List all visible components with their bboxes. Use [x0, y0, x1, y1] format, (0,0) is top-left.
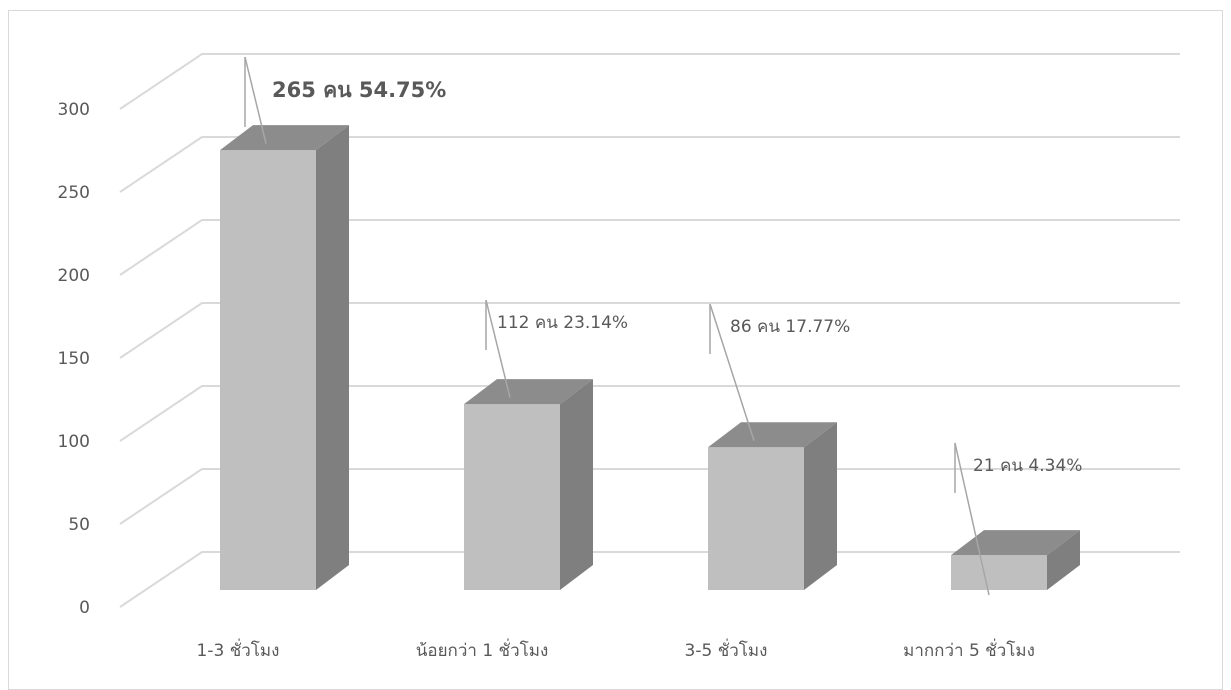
bar-side — [804, 422, 837, 590]
y-tick-label: 150 — [58, 349, 90, 369]
data-label: 86 คน 17.77% — [730, 317, 850, 337]
bar — [708, 422, 837, 590]
gridline — [119, 468, 1180, 525]
bar-top — [220, 125, 349, 151]
category-label: น้อยกว่า 1 ชั่วโมง — [416, 638, 549, 661]
y-tick-label: 0 — [79, 598, 90, 618]
data-label: 112 คน 23.14% — [497, 313, 628, 333]
bar — [464, 379, 593, 590]
category-label: มากกว่า 5 ชั่วโมง — [903, 638, 1035, 661]
bar-front — [708, 447, 804, 590]
gridline — [119, 219, 1180, 276]
category-label: 3-5 ชั่วโมง — [685, 638, 768, 661]
y-tick-label: 200 — [58, 266, 90, 286]
gridline — [119, 53, 1180, 110]
leader-line — [954, 442, 990, 596]
bar-side — [560, 379, 593, 590]
bar-front — [951, 555, 1047, 590]
bar-side — [316, 125, 349, 590]
y-tick-label: 250 — [58, 183, 90, 203]
bar-top — [464, 379, 593, 405]
gridline — [119, 136, 1180, 193]
gridline — [119, 302, 1180, 359]
category-label: 1-3 ชั่วโมง — [197, 638, 280, 661]
bar-top — [951, 530, 1080, 556]
bar-side — [1047, 530, 1080, 590]
leader-line — [709, 303, 755, 441]
bar-top — [708, 422, 837, 448]
bar — [220, 125, 349, 590]
bar-front — [220, 150, 316, 590]
gridline — [119, 551, 1180, 608]
bar-front — [464, 404, 560, 590]
leader-line — [244, 56, 267, 144]
y-tick-label: 300 — [58, 100, 90, 120]
data-label: 265 คน 54.75% — [272, 78, 446, 102]
y-tick-label: 50 — [68, 515, 90, 535]
bar — [951, 530, 1080, 590]
data-label: 21 คน 4.34% — [973, 456, 1082, 476]
leader-line — [485, 299, 511, 398]
y-tick-label: 100 — [58, 432, 90, 452]
gridline — [119, 385, 1180, 442]
